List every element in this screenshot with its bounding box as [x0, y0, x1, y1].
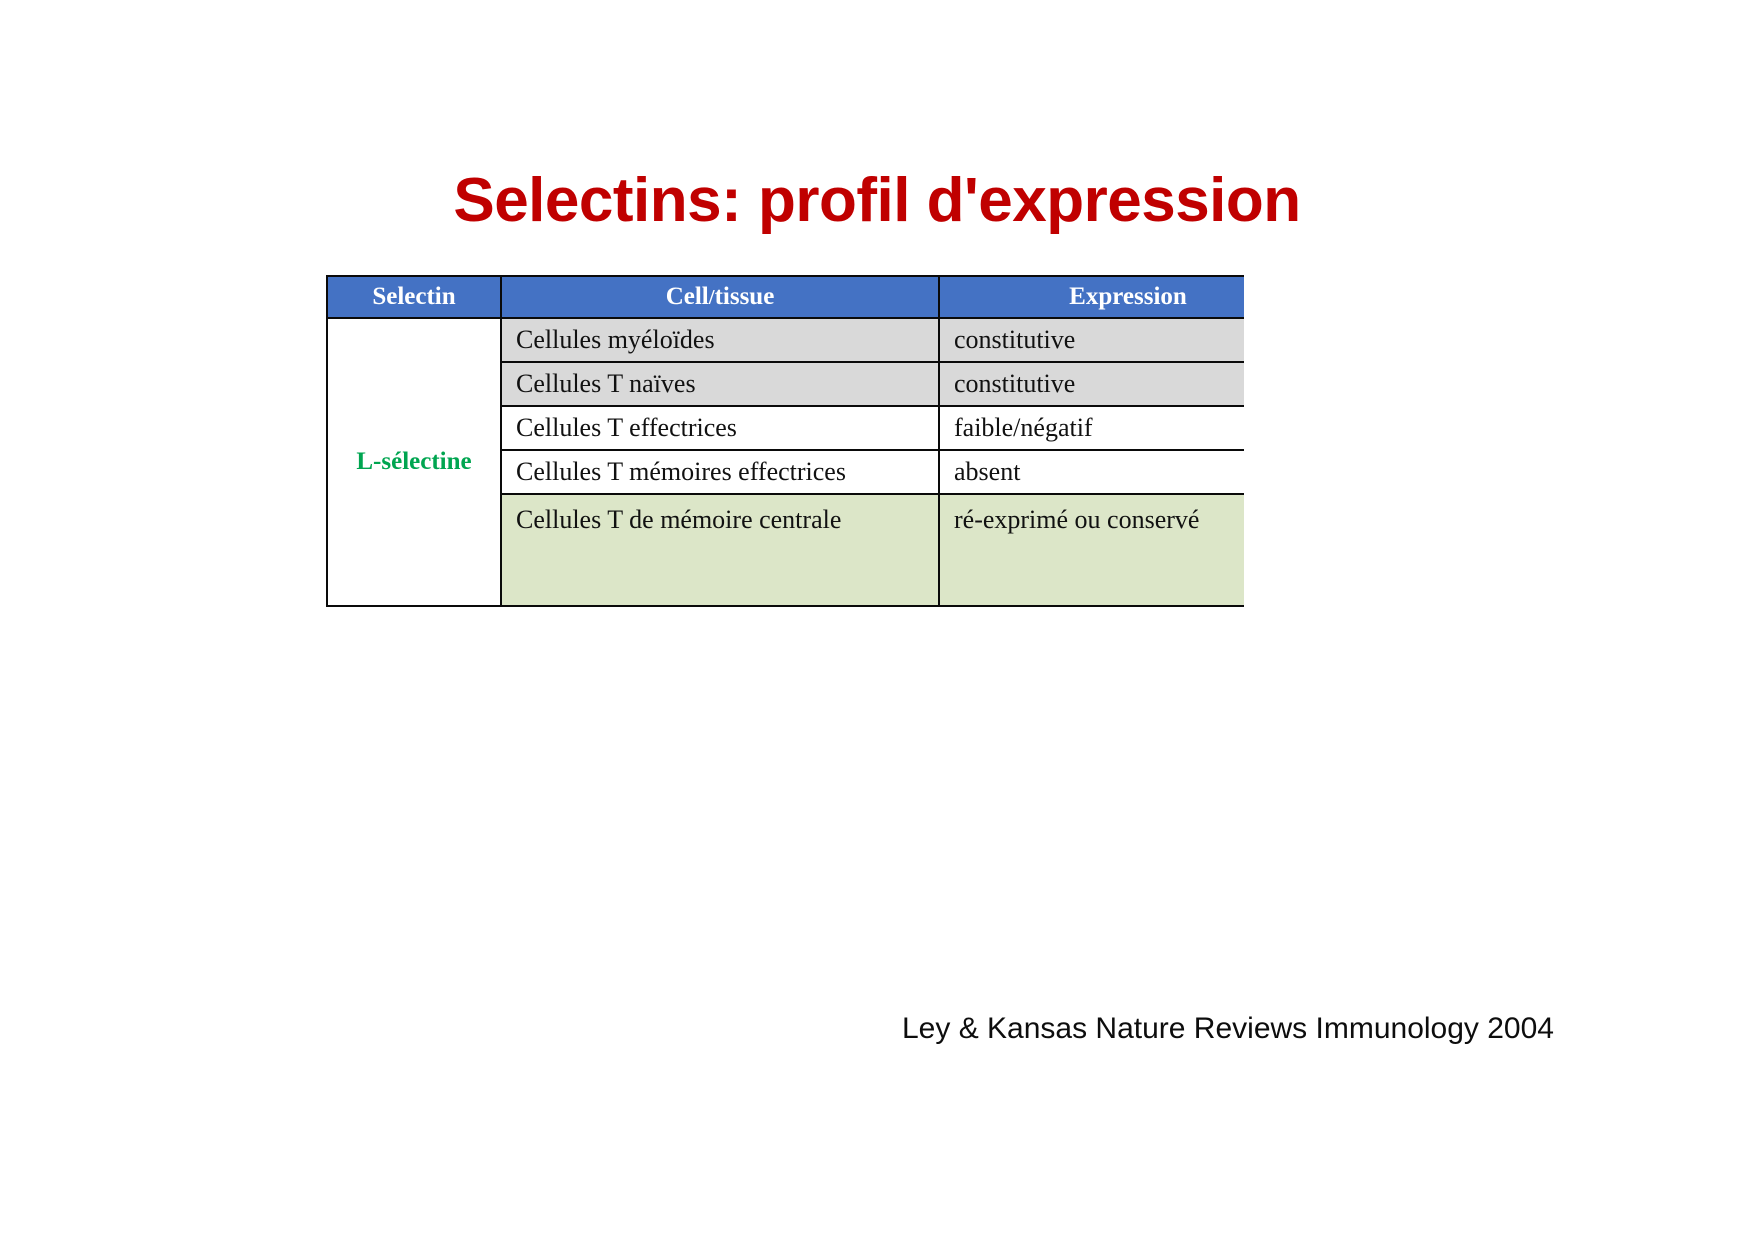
column-header-cell-tissue-slash: /: [708, 285, 715, 309]
page-title: Selectins: profil d'expression: [453, 166, 1301, 235]
expression-value: faible/négatif: [938, 405, 1244, 451]
selectin-expression-table-container: Selectin Cell/tissue Expression L-sélect…: [326, 275, 1244, 619]
column-header-cell-tissue-post: tissue: [714, 283, 775, 310]
expression-value: constitutive: [938, 317, 1244, 363]
column-header-selectin-label: Selectin: [372, 283, 456, 310]
cell-tissue-value: Cellules T mémoires effectrices: [500, 449, 940, 495]
column-header-cell-tissue-pre: Cell: [665, 283, 709, 310]
selectin-group-label: L-sélectine: [356, 448, 472, 475]
cell-tissue-value: Cellules T naïves: [500, 361, 940, 407]
selectin-group-cell: L-sélectine: [326, 317, 502, 607]
column-header-expression-label: Expression: [1069, 283, 1187, 310]
table-header-row: Selectin Cell/tissue Expression: [326, 275, 1244, 319]
table-row: L-sélectine Cellules myéloïdes constitut…: [326, 317, 1244, 607]
cell-tissue-value: Cellules myéloïdes: [500, 317, 940, 363]
table-row: Cellules T de mémoire centrale ré-exprim…: [327, 493, 1244, 607]
expression-value: constitutive: [938, 361, 1244, 407]
cell-tissue-value: Cellules T effectrices: [500, 405, 940, 451]
expression-value: ré-exprimé ou conservé: [938, 493, 1244, 607]
source-citation: Ley & Kansas Nature Reviews Immunology 2…: [901, 1012, 1554, 1045]
selectin-expression-table: Selectin Cell/tissue Expression L-sélect…: [326, 275, 1244, 607]
cell-tissue-value: Cellules T de mémoire centrale: [500, 493, 940, 607]
column-header-selectin: Selectin: [326, 275, 502, 319]
column-header-cell-tissue: Cell/tissue: [500, 275, 940, 319]
column-header-expression: Expression: [938, 275, 1244, 319]
table-row: Cellules T mémoires effectrices absent: [327, 449, 1244, 495]
table-row: Cellules T effectrices faible/négatif: [327, 405, 1244, 451]
table-row: Cellules T naïves constitutive: [327, 361, 1244, 407]
expression-value: absent: [938, 449, 1244, 495]
